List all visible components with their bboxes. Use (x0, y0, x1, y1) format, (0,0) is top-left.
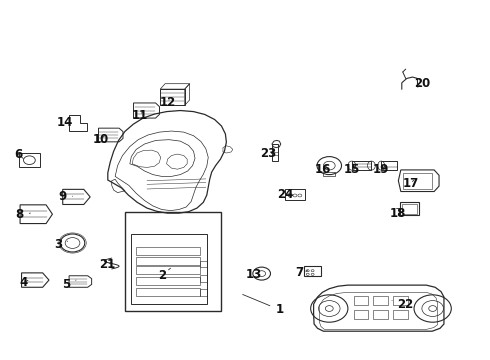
Bar (285, 189, 305, 200)
Bar (373, 310, 388, 319)
Bar (323, 172, 335, 176)
Text: 23: 23 (260, 147, 277, 159)
Text: 21: 21 (98, 258, 115, 271)
Bar (354, 310, 368, 319)
Bar (200, 261, 207, 267)
Text: 14: 14 (56, 116, 73, 129)
Bar (403, 173, 432, 189)
Bar (402, 204, 416, 214)
Bar (136, 277, 200, 285)
Bar (136, 288, 200, 296)
Text: 22: 22 (392, 298, 414, 311)
Bar (136, 247, 200, 255)
Text: 11: 11 (131, 109, 148, 122)
Bar (393, 296, 408, 305)
Bar (304, 266, 321, 276)
Text: 5: 5 (62, 278, 76, 291)
Bar (125, 212, 220, 311)
Text: 12: 12 (159, 96, 176, 109)
Text: 18: 18 (390, 207, 406, 220)
Text: 10: 10 (92, 133, 109, 146)
Text: 8: 8 (16, 208, 30, 221)
Text: 24: 24 (277, 188, 294, 201)
Text: 9: 9 (59, 190, 73, 203)
Bar (352, 161, 371, 170)
Text: 19: 19 (373, 163, 390, 176)
Bar (200, 289, 207, 296)
Bar (136, 266, 200, 274)
Text: 15: 15 (343, 163, 360, 176)
Bar (200, 275, 207, 282)
Bar (393, 310, 408, 319)
Bar (136, 257, 200, 265)
Bar (400, 202, 419, 215)
Text: 17: 17 (402, 177, 419, 190)
Bar (272, 144, 278, 161)
Text: 20: 20 (414, 77, 431, 90)
Text: 1: 1 (243, 294, 283, 316)
Text: 16: 16 (314, 163, 331, 176)
Text: 6: 6 (15, 148, 24, 161)
Bar (19, 153, 40, 167)
Bar (373, 296, 388, 305)
Text: 4: 4 (20, 276, 28, 289)
Text: 13: 13 (245, 268, 262, 281)
Text: 7: 7 (295, 266, 308, 279)
Bar (131, 234, 207, 304)
Text: 3: 3 (54, 238, 68, 251)
Bar (381, 161, 397, 170)
Bar (354, 296, 368, 305)
Text: 2: 2 (158, 268, 171, 282)
